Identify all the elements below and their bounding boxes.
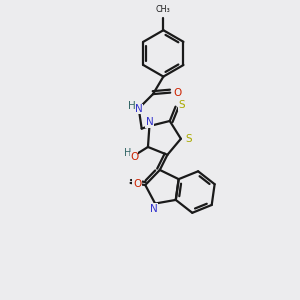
Text: CH₃: CH₃ bbox=[156, 5, 171, 14]
Text: H: H bbox=[124, 148, 131, 158]
Text: O: O bbox=[133, 179, 141, 190]
Text: N: N bbox=[135, 104, 142, 114]
Text: N: N bbox=[150, 204, 158, 214]
Text: S: S bbox=[185, 134, 192, 144]
Text: S: S bbox=[179, 100, 185, 110]
Text: N: N bbox=[146, 118, 153, 128]
Text: O: O bbox=[173, 88, 182, 98]
Text: H: H bbox=[128, 101, 136, 111]
Text: O: O bbox=[130, 152, 138, 162]
